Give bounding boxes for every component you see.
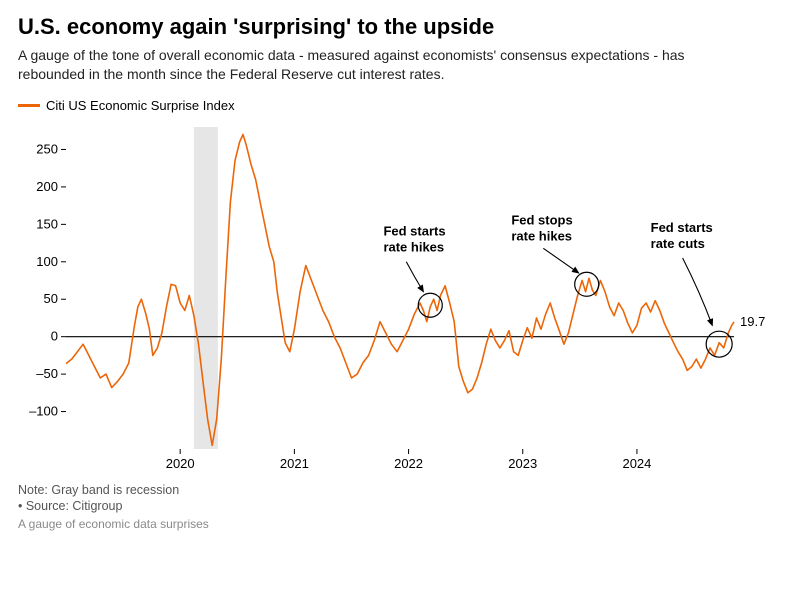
annotation-arrow	[543, 248, 578, 273]
annotation-label: Fed startsrate cuts	[651, 220, 713, 251]
annotation-label: Fed stopsrate hikes	[511, 212, 572, 243]
chart-title: U.S. economy again 'surprising' to the u…	[18, 14, 779, 40]
y-tick-label: 100	[36, 254, 58, 269]
x-tick-label: 2021	[280, 456, 309, 471]
annotation-label: Fed startsrate hikes	[383, 223, 445, 254]
y-tick-label: 150	[36, 216, 58, 231]
annotation-arrow	[406, 262, 423, 292]
source: • Source: Citigroup	[18, 499, 779, 513]
y-tick-label: –50	[36, 366, 58, 381]
series-line	[66, 134, 734, 445]
end-value-label: 19.7	[740, 314, 765, 329]
chart-svg: –100 –50 0 50 100 150 200 250 2020 2021 2022 2023 20…	[18, 117, 778, 477]
legend-swatch	[18, 104, 40, 107]
x-tick-label: 2024	[622, 456, 651, 471]
x-tick-label: 2020	[166, 456, 195, 471]
x-tick-label: 2023	[508, 456, 537, 471]
y-tick-label: 0	[51, 328, 58, 343]
x-tick-label: 2022	[394, 456, 423, 471]
y-tick-label: 250	[36, 141, 58, 156]
y-tick-label: 200	[36, 179, 58, 194]
line-chart: –100 –50 0 50 100 150 200 250 2020 2021 2022 2023 20…	[18, 117, 778, 477]
footnote: Note: Gray band is recession	[18, 483, 779, 497]
annotation-arrow	[683, 258, 713, 325]
legend-label: Citi US Economic Surprise Index	[46, 98, 235, 113]
caption: A gauge of economic data surprises	[18, 517, 779, 531]
legend: Citi US Economic Surprise Index	[18, 98, 779, 113]
chart-subtitle: A gauge of the tone of overall economic …	[18, 46, 738, 84]
y-tick-label: –100	[29, 403, 58, 418]
y-tick-label: 50	[44, 291, 58, 306]
